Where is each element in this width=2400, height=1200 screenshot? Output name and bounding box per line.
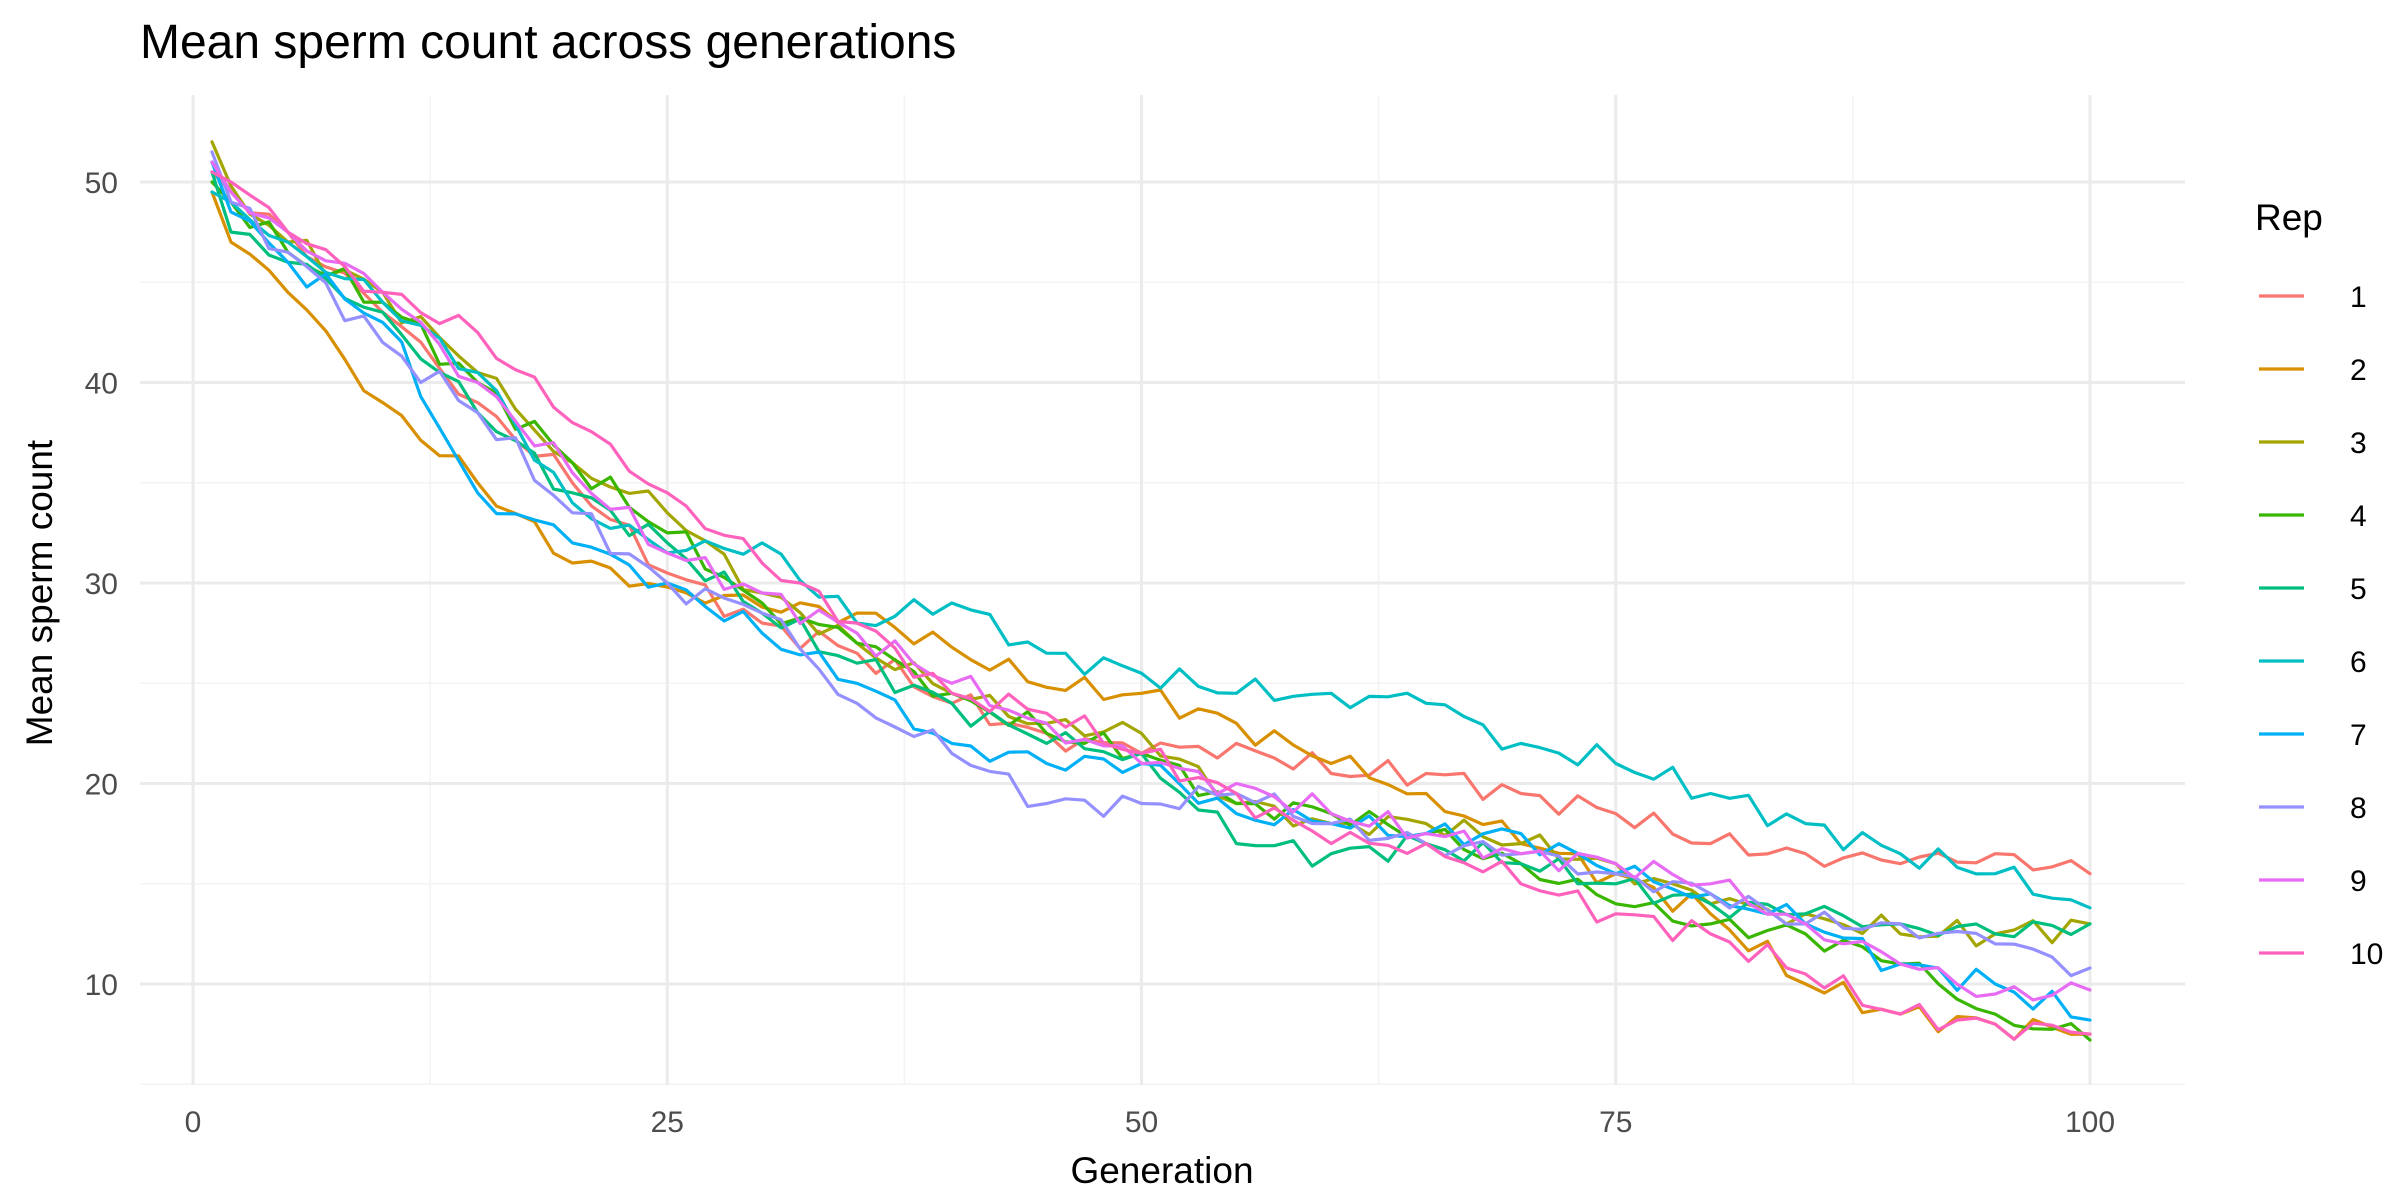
legend-title: Rep (2255, 197, 2323, 238)
legend-item-10: 10 (2259, 938, 2383, 971)
legend: Rep 1 2 3 4 5 6 7 8 9 10 (2255, 197, 2383, 971)
legend-item-9: 9 (2259, 865, 2367, 898)
series-line-rep-10 (210, 170, 2092, 1041)
legend-item-1: 1 (2259, 281, 2367, 314)
legend-label: 1 (2350, 281, 2367, 314)
series-line-rep-8 (210, 150, 2092, 978)
series-line-rep-7 (210, 160, 2092, 1022)
series-lines (210, 140, 2092, 1042)
axis-ticks: 0 25 50 75 100 10 20 30 40 50 (85, 167, 2115, 1139)
series-line-rep-6 (210, 190, 2092, 910)
legend-label: 5 (2350, 573, 2367, 606)
legend-item-8: 8 (2259, 792, 2367, 825)
y-tick-label: 10 (85, 969, 118, 1002)
legend-label: 4 (2350, 500, 2367, 533)
x-axis-title: Generation (1070, 1150, 1253, 1191)
legend-item-4: 4 (2259, 500, 2367, 533)
legend-label: 7 (2350, 719, 2367, 752)
x-tick-label: 25 (651, 1106, 684, 1139)
series-line-rep-9 (210, 160, 2092, 1002)
series-line-rep-4 (210, 180, 2092, 1042)
legend-item-7: 7 (2259, 719, 2367, 752)
y-tick-label: 50 (85, 167, 118, 200)
legend-label: 8 (2350, 792, 2367, 825)
series-line-rep-1 (210, 170, 2092, 876)
x-tick-label: 0 (185, 1106, 202, 1139)
legend-item-3: 3 (2259, 427, 2367, 460)
legend-label: 3 (2350, 427, 2367, 460)
legend-label: 2 (2350, 354, 2367, 387)
y-tick-label: 20 (85, 769, 118, 802)
legend-item-2: 2 (2259, 354, 2367, 387)
legend-item-6: 6 (2259, 646, 2367, 679)
legend-label: 9 (2350, 865, 2367, 898)
grid (140, 95, 2185, 1086)
y-tick-label: 30 (85, 568, 118, 601)
legend-item-5: 5 (2259, 573, 2367, 606)
x-tick-label: 100 (2065, 1106, 2115, 1139)
chart-title: Mean sperm count across generations (140, 16, 956, 69)
legend-label: 10 (2350, 938, 2383, 971)
x-tick-label: 50 (1125, 1106, 1158, 1139)
y-axis-title: Mean sperm count (19, 439, 60, 746)
series-line-rep-5 (210, 170, 2092, 939)
legend-label: 6 (2350, 646, 2367, 679)
x-tick-label: 75 (1599, 1106, 1632, 1139)
y-tick-label: 40 (85, 368, 118, 401)
